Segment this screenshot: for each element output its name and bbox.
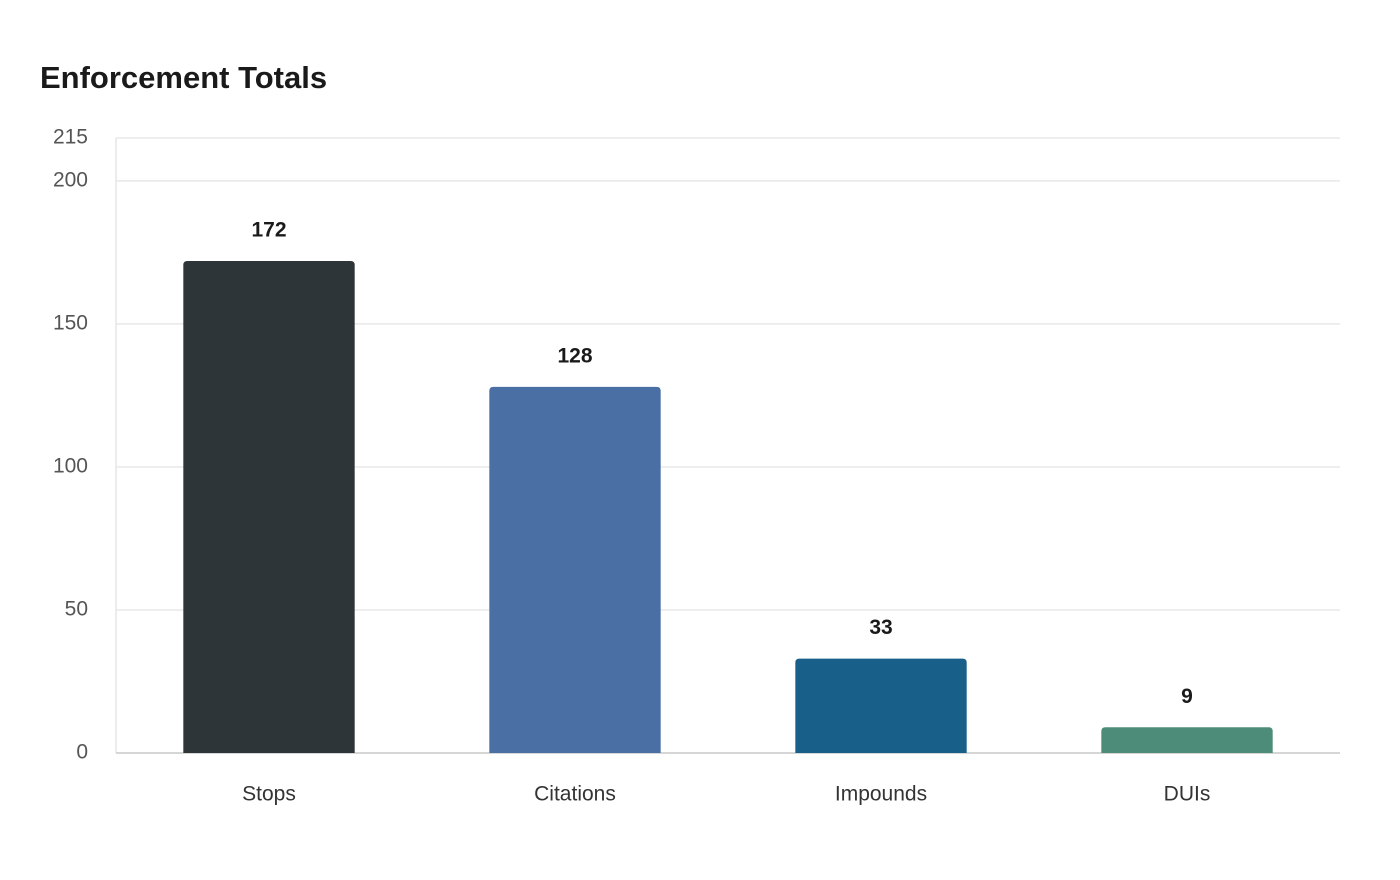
value-label: 172: [251, 219, 286, 242]
chart-title: Enforcement Totals: [40, 60, 327, 95]
bar: [795, 658, 967, 753]
bar: [1101, 727, 1273, 753]
bar: [183, 261, 355, 753]
y-tick-label: 0: [76, 741, 88, 764]
y-tick-label: 215: [53, 126, 88, 149]
x-tick-label: DUIs: [1164, 783, 1211, 806]
y-tick-label: 150: [53, 311, 88, 334]
y-tick-label: 200: [53, 168, 88, 191]
y-tick-label: 50: [65, 598, 88, 621]
x-tick-label: Impounds: [835, 783, 927, 806]
bar: [489, 386, 661, 753]
value-label: 33: [869, 616, 892, 639]
x-tick-label: Stops: [242, 783, 296, 806]
y-tick-label: 100: [53, 455, 88, 478]
value-label: 128: [557, 344, 592, 367]
x-tick-label: Citations: [534, 783, 616, 806]
value-label: 9: [1181, 685, 1193, 708]
